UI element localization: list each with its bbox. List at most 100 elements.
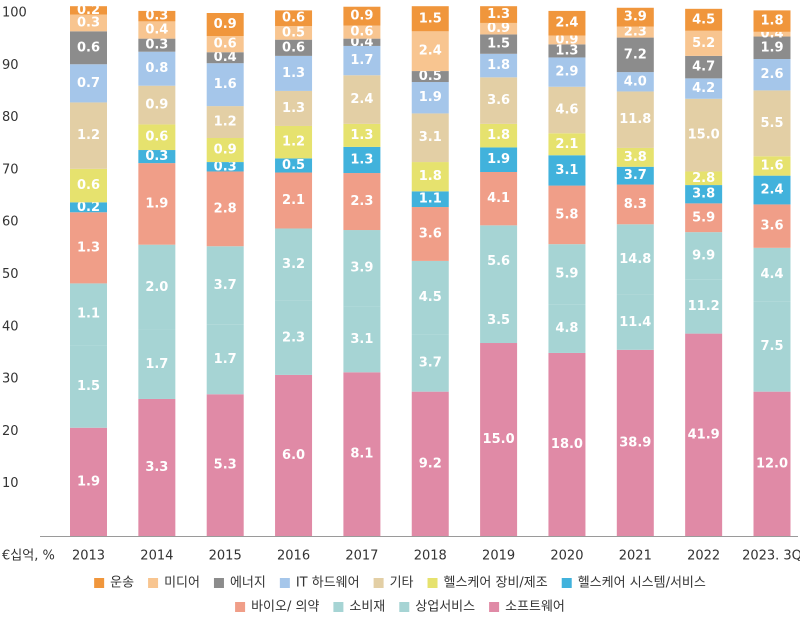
x-tick-label: 2023. 3Q xyxy=(742,549,800,564)
legend-label: 운송 xyxy=(110,576,134,591)
legend-label: 소비재 xyxy=(349,600,385,615)
bar-segment xyxy=(70,31,107,65)
bar-segment xyxy=(616,349,654,536)
bar-segment xyxy=(480,171,518,226)
bar-segment xyxy=(685,171,723,186)
data-label: 5.9 xyxy=(692,210,715,225)
bar-segment xyxy=(206,246,244,325)
bar-segment xyxy=(411,260,449,335)
bar-segment xyxy=(343,230,381,307)
bar-segment xyxy=(753,301,791,392)
data-label: 1.8 xyxy=(487,128,510,143)
bar-segment xyxy=(138,244,176,330)
bar-segment xyxy=(275,55,313,91)
bar-segment xyxy=(548,352,586,536)
bar-segment xyxy=(275,158,313,173)
data-label: 0.2 xyxy=(77,200,100,215)
data-label: 2.6 xyxy=(760,67,783,82)
bar-segment xyxy=(275,26,313,40)
bars: 1.91.51.11.30.20.61.20.70.60.30.23.31.72… xyxy=(70,3,791,536)
bar-segment xyxy=(70,427,107,536)
y-axis: 10 20 30 40 50 60 70 80 90 100 xyxy=(2,6,27,492)
data-label: 3.1 xyxy=(350,332,373,347)
bar-segment xyxy=(70,283,107,346)
bar-segment xyxy=(616,184,654,225)
bar-segment xyxy=(411,113,449,163)
bar-segment xyxy=(685,8,723,31)
bar-segment xyxy=(548,86,586,134)
data-label: 4.4 xyxy=(760,267,783,282)
data-label: 5.8 xyxy=(555,207,578,222)
bar-segment xyxy=(138,10,176,22)
data-label: 3.7 xyxy=(419,355,442,370)
data-label: 2.8 xyxy=(692,171,715,186)
bar-segment xyxy=(275,374,313,536)
legend-swatch xyxy=(279,578,290,588)
bar-segment xyxy=(343,146,381,174)
bar-segment xyxy=(411,191,449,208)
data-label: 1.7 xyxy=(145,357,168,372)
data-label: 2.3 xyxy=(350,194,373,209)
data-label: 1.3 xyxy=(487,7,510,22)
bar-segment xyxy=(616,294,654,350)
data-label: 0.3 xyxy=(145,9,168,24)
bar-segment xyxy=(548,244,586,305)
data-label: 1.1 xyxy=(419,192,442,207)
legend-label: 바이오/ 의약 xyxy=(251,600,319,615)
bar-segment xyxy=(616,91,654,148)
bar-segment xyxy=(480,77,518,124)
data-label: 3.1 xyxy=(419,130,442,145)
y-tick-label: 100 xyxy=(2,6,27,21)
bar-segment xyxy=(343,372,381,536)
data-label: 41.9 xyxy=(688,427,720,442)
data-label: 2.3 xyxy=(282,330,305,345)
data-label: 4.2 xyxy=(692,81,715,96)
bar-segment xyxy=(480,123,518,148)
data-label: 2.4 xyxy=(419,44,442,59)
legend-swatch xyxy=(94,578,105,588)
data-label: 6.0 xyxy=(282,448,305,463)
data-label: 0.9 xyxy=(214,17,237,32)
data-label: 1.9 xyxy=(145,196,168,211)
data-label: 1.7 xyxy=(214,352,237,367)
data-label: 7.2 xyxy=(624,47,647,62)
x-tick-label: 2014 xyxy=(140,549,173,564)
data-label: 0.4 xyxy=(145,22,168,37)
bar-segment xyxy=(685,30,723,56)
bar-segment xyxy=(753,59,791,91)
data-label: 1.2 xyxy=(77,128,100,143)
data-label: 2.8 xyxy=(214,201,237,216)
bar-segment xyxy=(343,6,381,26)
data-label: 3.1 xyxy=(555,163,578,178)
x-tick-label: 2016 xyxy=(277,549,310,564)
data-label: 3.8 xyxy=(692,187,715,202)
bar-segment xyxy=(616,166,654,185)
bar-segment xyxy=(548,133,586,156)
data-label: 0.6 xyxy=(214,37,237,52)
bar-segment xyxy=(275,172,313,229)
bar-segment xyxy=(206,63,244,107)
bar-segment xyxy=(753,391,791,536)
bar-segment xyxy=(70,64,107,103)
data-label: 0.6 xyxy=(145,130,168,145)
bar-segment xyxy=(753,90,791,157)
bar-segment xyxy=(480,53,518,78)
bar-segment xyxy=(616,26,654,38)
data-label: 0.2 xyxy=(77,3,100,18)
data-label: 5.5 xyxy=(760,116,783,131)
data-label: 2.1 xyxy=(555,137,578,152)
data-label: 18.0 xyxy=(551,437,583,452)
legend-swatch xyxy=(373,578,384,588)
legend-label: 헬스케어 장비/제조 xyxy=(444,576,548,591)
bar-segment xyxy=(753,247,791,302)
bar-segment xyxy=(616,7,654,27)
data-label: 9.9 xyxy=(692,248,715,263)
data-label: 3.6 xyxy=(419,226,442,241)
bar-segment xyxy=(411,71,449,83)
bar-segment xyxy=(685,232,723,280)
bar-segment xyxy=(753,31,791,37)
x-tick-label: 2017 xyxy=(345,549,378,564)
data-label: 4.7 xyxy=(692,60,715,75)
x-axis: €십억, % 2013 2014 2015 2016 2017 2018 2019 2020 2… xyxy=(2,536,800,564)
bar-segment xyxy=(138,329,176,399)
